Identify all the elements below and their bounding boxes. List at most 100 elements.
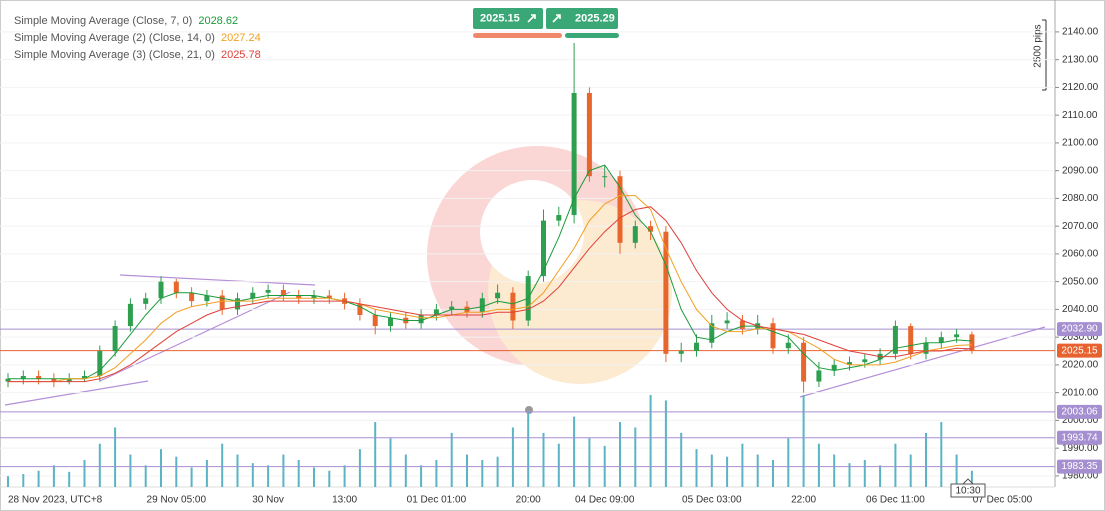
volume-bar xyxy=(114,427,117,487)
volume-bar xyxy=(664,400,667,487)
x-tick-label: 30 Nov xyxy=(252,495,284,506)
volume-bar xyxy=(925,432,927,487)
volume-bar xyxy=(970,470,973,487)
candle-body xyxy=(694,342,699,352)
volume-bar xyxy=(389,438,392,487)
candle-body xyxy=(265,289,271,293)
candle-body xyxy=(5,378,11,382)
candle-body xyxy=(954,334,960,338)
y-tick-label: 2140.00 xyxy=(1062,27,1099,38)
candle-body xyxy=(510,292,516,321)
price-tag-label: 2003.06 xyxy=(1061,407,1098,418)
price-tag-label: 1993.74 xyxy=(1061,432,1098,443)
volume-bar xyxy=(863,459,866,487)
x-tick-label: 05 Dec 03:00 xyxy=(682,495,742,506)
legend-label: Simple Moving Average (3) (Close, 21, 0) xyxy=(14,49,215,61)
candle-body xyxy=(556,215,562,221)
candle-body xyxy=(571,92,577,216)
volume-bar xyxy=(619,422,621,487)
candle-body xyxy=(112,326,118,352)
volume-bar xyxy=(175,456,178,487)
buy-button[interactable]: 2025.29 xyxy=(546,8,619,38)
volume-bar xyxy=(680,432,683,487)
pips-label: 2500 pips xyxy=(1033,24,1044,67)
volume-bar xyxy=(481,459,484,487)
price-tag xyxy=(1057,430,1102,445)
sell-button[interactable]: 2025.15 xyxy=(473,8,562,38)
volume-bar xyxy=(404,454,407,487)
candle-body xyxy=(724,320,730,324)
candle-body xyxy=(938,337,944,343)
candle-body xyxy=(82,376,87,379)
candle-body xyxy=(143,298,149,304)
volume-bar xyxy=(634,427,637,487)
candle-body xyxy=(204,295,210,302)
sell-price[interactable]: 2025.15 xyxy=(480,12,520,24)
volume-bar xyxy=(435,459,438,487)
volume-bar xyxy=(710,454,713,487)
volume-bar xyxy=(22,474,25,487)
volume-bar xyxy=(649,395,652,487)
volume-bar xyxy=(817,443,820,487)
price-tag xyxy=(1057,322,1102,337)
candle-body xyxy=(648,226,654,232)
candle-body xyxy=(326,295,332,299)
candle-body xyxy=(923,342,929,354)
candle-body xyxy=(433,309,439,315)
volume-bar xyxy=(52,465,55,487)
candle-body xyxy=(816,370,822,382)
volume-bar xyxy=(83,459,86,487)
volume-bar xyxy=(802,395,805,487)
legend-value: 2025.78 xyxy=(221,49,261,61)
candle-body xyxy=(127,303,133,327)
volume-bar xyxy=(756,454,759,487)
candle-body xyxy=(372,314,378,327)
price-tag-label: 1983.35 xyxy=(1061,461,1098,472)
price-tag xyxy=(1057,343,1102,358)
candle-body xyxy=(847,362,852,365)
crosshair-label: 10:30 xyxy=(955,486,980,497)
candle-body xyxy=(678,351,684,354)
volume-bar xyxy=(7,476,9,487)
candle-body xyxy=(479,298,485,313)
y-tick-label: 2060.00 xyxy=(1062,249,1099,260)
x-tick-label: 29 Nov 05:00 xyxy=(147,495,207,506)
volume-bar xyxy=(190,467,193,487)
candle-body xyxy=(357,303,363,315)
price-tag xyxy=(1057,459,1102,474)
candle-body xyxy=(770,323,776,349)
volume-bar xyxy=(267,465,270,487)
candle-body xyxy=(158,281,164,299)
candle-body xyxy=(785,342,791,349)
candle-body xyxy=(250,292,256,299)
x-tick-label: 07 Dec 05:00 xyxy=(973,495,1033,506)
y-tick-label: 2040.00 xyxy=(1062,304,1099,315)
candle-body xyxy=(617,176,623,243)
candle-body xyxy=(908,326,914,354)
buy-price[interactable]: 2025.29 xyxy=(575,12,615,24)
plot-area: 1980.00 1990.00 2000.00 2010.00 2020.00 2030.… xyxy=(0,27,1102,506)
x-tick-label: 20:00 xyxy=(516,495,541,506)
volume-bar xyxy=(787,438,790,487)
x-tick-label: 04 Dec 09:00 xyxy=(575,495,635,506)
volume-bar xyxy=(557,443,560,487)
x-tick-label: 28 Nov 2023, UTC+8 xyxy=(8,495,103,506)
candle-body xyxy=(541,220,546,277)
volume-bar xyxy=(251,463,254,487)
y-tick-label: 2090.00 xyxy=(1062,165,1099,176)
y-tick-label: 2110.00 xyxy=(1062,110,1098,121)
volume-bar xyxy=(879,465,882,487)
volume-bar xyxy=(955,454,958,487)
price-tag xyxy=(1057,404,1102,419)
candle-body xyxy=(280,289,286,296)
volume-bar xyxy=(450,432,453,487)
y-tick-label: 2050.00 xyxy=(1062,276,1099,287)
candle-body xyxy=(66,378,72,382)
legend-value: 2027.24 xyxy=(221,32,261,44)
volume-bar xyxy=(909,454,912,487)
y-tick-label: 1980.00 xyxy=(1062,471,1099,482)
y-tick-label: 2020.00 xyxy=(1062,360,1099,371)
y-tick-label: 2130.00 xyxy=(1062,54,1099,65)
volume-bar xyxy=(833,454,836,487)
candle-body xyxy=(235,298,240,310)
